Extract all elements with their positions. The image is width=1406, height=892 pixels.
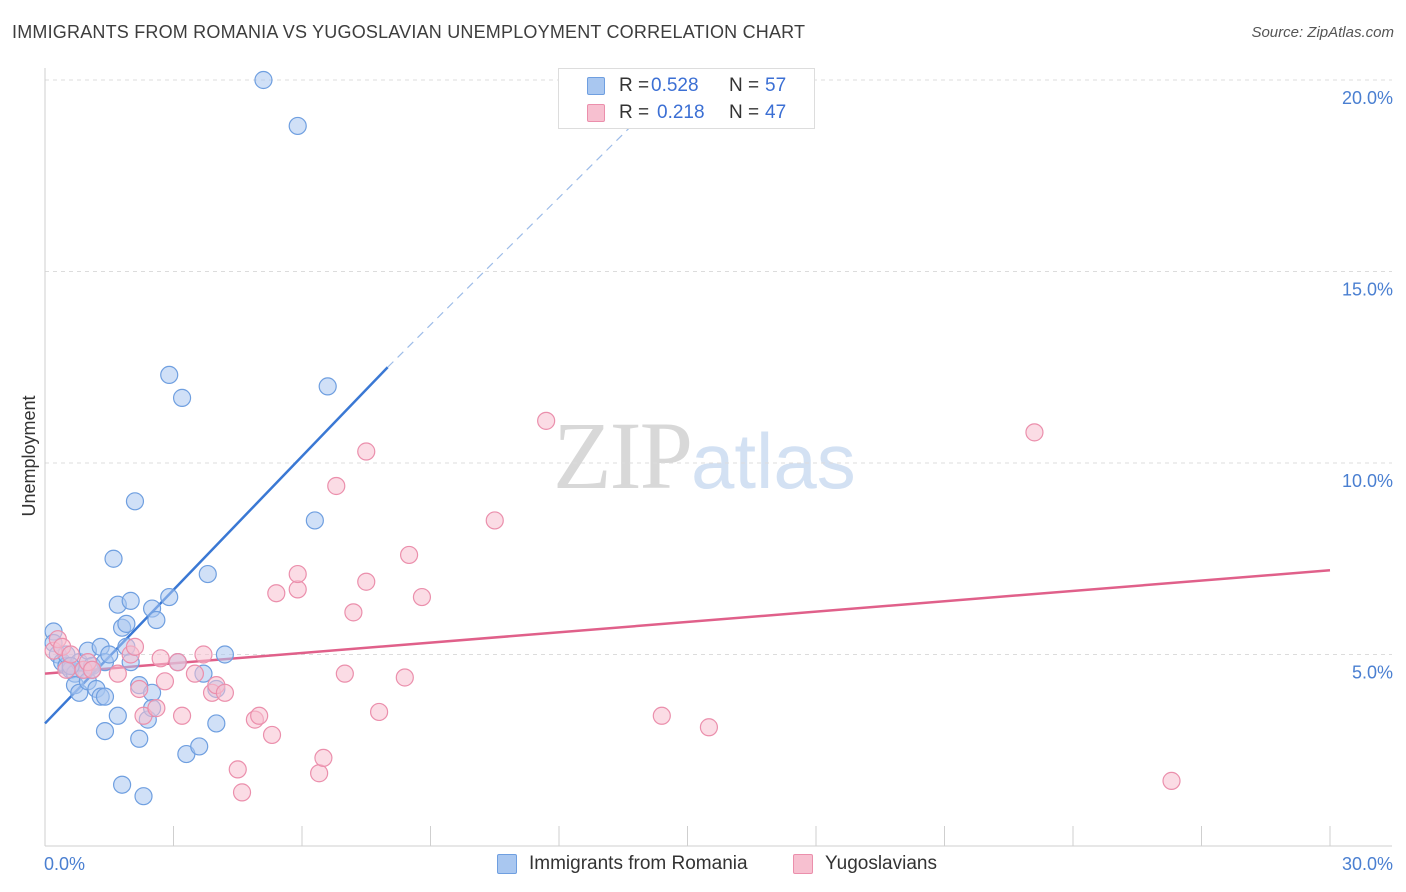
trend-lines <box>44 91 1331 725</box>
point-yugoslavians <box>344 603 363 622</box>
point-romania <box>117 614 136 633</box>
point-romania <box>95 721 115 741</box>
point-romania <box>147 610 166 630</box>
point-yugoslavians <box>537 411 556 430</box>
chart-title: IMMIGRANTS FROM ROMANIA VS YUGOSLAVIAN U… <box>12 22 806 42</box>
point-yugoslavians <box>108 664 127 683</box>
watermark-atlas: atlas <box>691 417 856 505</box>
bottom-legend-swatch-yugoslavians <box>793 854 813 874</box>
point-yugoslavians <box>250 706 269 725</box>
point-yugoslavians <box>262 725 282 745</box>
correlation-legend: R = 0.528 N = 57 R = 0.218 N = 47 <box>558 68 815 129</box>
legend-n-label: N = <box>729 75 760 96</box>
point-yugoslavians <box>83 660 102 679</box>
point-yugoslavians <box>215 683 234 702</box>
y-tick-label: 20.0% <box>1342 88 1393 108</box>
legend-n-value: 57 <box>765 75 787 96</box>
point-romania <box>134 787 153 806</box>
point-romania <box>108 706 127 725</box>
source-credit: Source: ZipAtlas.com <box>1251 24 1394 41</box>
point-romania <box>130 729 149 748</box>
point-romania <box>207 714 226 733</box>
point-yugoslavians <box>168 653 187 672</box>
data-points <box>44 70 1181 806</box>
legend-swatch-romania <box>587 77 605 95</box>
point-yugoslavians <box>314 748 333 768</box>
point-yugoslavians <box>699 718 719 737</box>
point-yugoslavians <box>335 664 354 683</box>
axes <box>44 68 1392 847</box>
y-tick-label: 5.0% <box>1352 663 1393 683</box>
point-yugoslavians <box>395 668 414 687</box>
point-yugoslavians <box>228 760 247 779</box>
point-yugoslavians <box>125 637 145 656</box>
legend-r-label: R = <box>619 102 650 123</box>
x-tick-label: 30.0% <box>1342 854 1393 874</box>
point-romania <box>100 645 119 664</box>
legend-r-value: 0.218 <box>657 102 705 123</box>
point-yugoslavians <box>185 664 205 683</box>
point-yugoslavians <box>267 584 286 603</box>
point-yugoslavians <box>357 572 376 591</box>
point-yugoslavians <box>485 511 504 530</box>
point-yugoslavians <box>151 649 170 668</box>
point-romania <box>318 377 337 396</box>
point-yugoslavians <box>310 764 329 783</box>
point-yugoslavians <box>652 706 671 725</box>
bottom-legend-label-yugoslavians: Yugoslavians <box>825 853 937 874</box>
point-romania <box>160 587 179 607</box>
point-yugoslavians <box>370 702 389 722</box>
point-yugoslavians <box>194 645 213 664</box>
point-yugoslavians <box>57 660 76 679</box>
point-yugoslavians <box>412 587 432 607</box>
grid-lines <box>45 79 1392 655</box>
point-romania <box>121 591 140 610</box>
point-yugoslavians <box>1025 423 1044 442</box>
point-yugoslavians <box>232 783 252 802</box>
point-yugoslavians <box>61 645 80 664</box>
point-romania <box>112 775 132 794</box>
point-romania <box>215 645 234 664</box>
x-tick-label: 0.0% <box>44 854 85 874</box>
watermark-zip: ZIP <box>553 402 693 509</box>
legend-n-value: 47 <box>765 102 787 123</box>
point-yugoslavians <box>130 679 149 699</box>
zipatlas-watermark: ZIPatlas <box>553 400 856 511</box>
axis-labels: 5.0% 10.0% 15.0% 20.0% 0.0% 30.0% Unemployment <box>19 88 1393 874</box>
point-yugoslavians <box>155 672 175 691</box>
point-romania <box>254 70 273 90</box>
point-yugoslavians <box>357 442 376 461</box>
legend-swatch-yugoslavians <box>587 104 605 122</box>
point-yugoslavians <box>288 580 307 599</box>
point-yugoslavians <box>327 476 346 496</box>
y-axis-title: Unemployment <box>19 395 39 516</box>
point-yugoslavians <box>1162 771 1181 790</box>
point-romania <box>198 564 217 584</box>
y-tick-label: 15.0% <box>1342 280 1393 300</box>
point-romania <box>190 737 209 756</box>
point-romania <box>172 388 192 407</box>
point-yugoslavians <box>147 699 166 718</box>
bottom-legend-label-romania: Immigrants from Romania <box>529 853 748 874</box>
legend-r-value: 0.528 <box>651 75 699 96</box>
point-romania <box>95 687 115 706</box>
legend-n-label: N = <box>729 102 760 123</box>
bottom-legend-swatch-romania <box>497 854 517 874</box>
trend-line-yugoslavians <box>44 568 1331 675</box>
point-romania <box>288 116 307 136</box>
trend-line-romania-extension <box>387 91 667 368</box>
y-tick-label: 10.0% <box>1342 471 1393 491</box>
point-yugoslavians <box>288 564 307 584</box>
point-yugoslavians <box>172 706 192 725</box>
point-romania <box>160 365 179 385</box>
legend-r-label: R = <box>619 75 650 96</box>
point-romania <box>305 511 324 530</box>
point-romania <box>104 549 123 568</box>
point-romania <box>125 492 145 511</box>
point-yugoslavians <box>399 545 419 565</box>
